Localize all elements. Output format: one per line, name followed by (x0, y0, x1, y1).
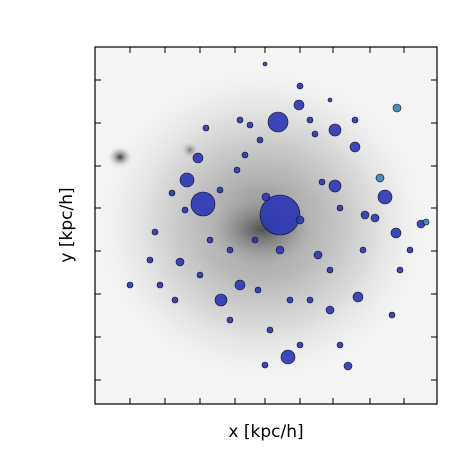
point (175, 257, 185, 267)
point (192, 152, 204, 164)
point (234, 279, 246, 291)
point (336, 204, 344, 212)
point (422, 218, 430, 226)
point (326, 266, 334, 274)
point (190, 191, 216, 217)
point (296, 341, 304, 349)
point (241, 151, 249, 159)
point (296, 82, 304, 90)
points (126, 61, 430, 371)
point (254, 286, 262, 294)
point (275, 245, 285, 255)
point (226, 246, 234, 254)
point (179, 172, 195, 188)
point (359, 246, 367, 254)
point (377, 189, 393, 205)
point (259, 194, 301, 236)
point (390, 227, 402, 239)
point (214, 293, 228, 307)
plot-frame (94, 46, 438, 405)
x-axis-label: x [kpc/h] (228, 422, 303, 442)
y-axis-label: y [kpc/h] (57, 187, 77, 262)
point (156, 281, 164, 289)
point (262, 61, 268, 67)
point (280, 349, 296, 365)
point (151, 228, 159, 236)
point (311, 130, 319, 138)
point (168, 189, 176, 197)
point (293, 99, 305, 111)
point (196, 271, 204, 279)
point (328, 179, 342, 193)
point (251, 236, 259, 244)
point (375, 173, 385, 183)
point (286, 296, 294, 304)
point (146, 256, 154, 264)
ticks (95, 47, 437, 404)
point (126, 281, 134, 289)
point (236, 116, 244, 124)
point (226, 316, 234, 324)
point (306, 296, 314, 304)
point (233, 166, 241, 174)
point (171, 296, 179, 304)
point (306, 116, 314, 124)
point (295, 215, 305, 225)
point (360, 210, 370, 220)
point (336, 341, 344, 349)
point (370, 213, 380, 223)
point (388, 311, 396, 319)
point (351, 116, 359, 124)
point (181, 206, 189, 214)
point (318, 178, 326, 186)
point (328, 123, 342, 137)
point (396, 266, 404, 274)
point (202, 124, 210, 132)
point (352, 291, 364, 303)
point (267, 111, 289, 133)
point (256, 136, 264, 144)
point (261, 192, 271, 202)
point (313, 250, 323, 260)
point (216, 186, 224, 194)
point (392, 103, 402, 113)
density-background (95, 47, 437, 404)
point (325, 305, 335, 315)
point (406, 246, 414, 254)
point (246, 121, 254, 129)
point (343, 361, 353, 371)
point (261, 361, 269, 369)
point (349, 141, 361, 153)
point (266, 326, 274, 334)
point (327, 97, 333, 103)
point (206, 236, 214, 244)
